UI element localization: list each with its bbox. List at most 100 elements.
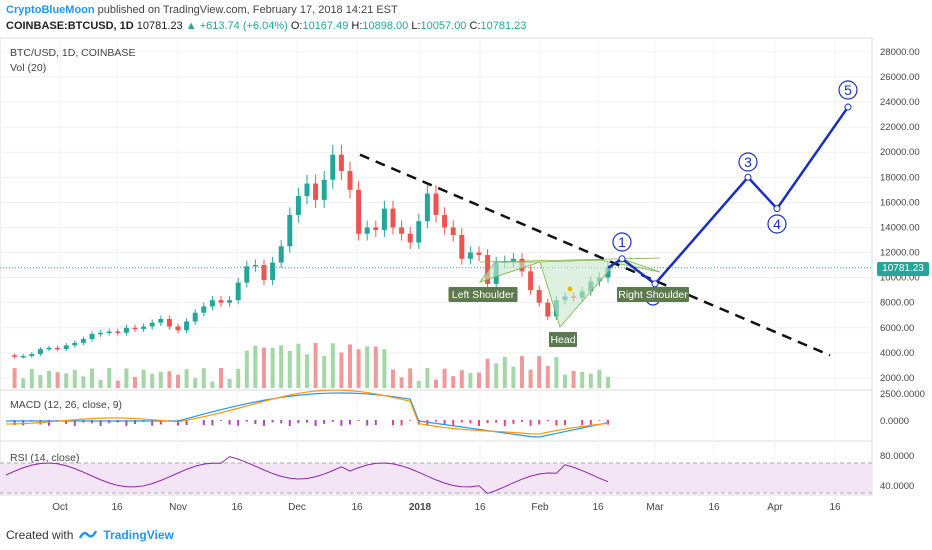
- macd-histogram-bar: [589, 420, 592, 426]
- volume-bar: [29, 369, 34, 388]
- candle-body: [278, 246, 284, 263]
- candle-body: [201, 306, 207, 313]
- price-tick-label: 28000.00: [880, 47, 920, 58]
- projection-node: [844, 103, 852, 111]
- macd-histogram-bar: [469, 420, 472, 424]
- macd-histogram-bar: [306, 420, 308, 423]
- macd-histogram-bar: [185, 420, 188, 426]
- volume-bar: [442, 368, 447, 388]
- macd-histogram-bar: [374, 420, 377, 425]
- candle-body: [55, 347, 61, 350]
- last-price-tag: 10781.23: [877, 262, 929, 276]
- wave-label: 5: [844, 82, 852, 98]
- volume-label: Vol (20): [10, 62, 47, 74]
- wave-label-circle: [738, 152, 758, 172]
- candle-body: [227, 300, 233, 303]
- macd-tick-label: 2500.0000: [880, 389, 925, 400]
- time-tick-label: 16: [111, 502, 123, 513]
- candle-body: [467, 252, 473, 259]
- volume-bar: [313, 343, 318, 388]
- volume-bar: [12, 368, 17, 388]
- candle-body: [399, 227, 405, 234]
- pattern-label-bg: [617, 287, 689, 302]
- macd-histogram-bar: [91, 420, 93, 424]
- volume-bar: [365, 346, 370, 388]
- volume-bar: [21, 378, 26, 388]
- candle-body: [218, 300, 224, 303]
- candle-body: [476, 252, 482, 256]
- candle-body: [149, 322, 155, 327]
- macd-histogram-bar: [323, 420, 326, 424]
- macd-histogram-bar: [495, 420, 498, 423]
- macd-histogram-bar: [22, 420, 25, 426]
- author-link[interactable]: CryptoBlueMoon: [6, 4, 95, 16]
- candle-body: [80, 339, 86, 343]
- wave-label: 4: [773, 216, 781, 232]
- price-tick-label: 4000.00: [880, 348, 914, 359]
- symbol-label: COINBASE:BTCUSD, 1D: [6, 20, 134, 32]
- macd-histogram-bar: [521, 420, 523, 422]
- macd-histogram-bar: [366, 420, 369, 426]
- high-value: 10898.00: [362, 20, 409, 32]
- rsi-tick-label: 80.0000: [880, 451, 914, 462]
- candle-body: [184, 321, 190, 331]
- macd-histogram-bar: [177, 420, 179, 426]
- volume-bar: [588, 373, 593, 388]
- volume-bar: [55, 372, 60, 388]
- macd-histogram-bar: [512, 420, 515, 424]
- volume-bar: [356, 349, 361, 388]
- candle-body: [270, 262, 276, 281]
- macd-histogram-bar: [435, 420, 437, 422]
- time-tick-label: 16: [829, 502, 841, 513]
- volume-bar: [468, 373, 473, 388]
- last-price: 10781.23: [136, 20, 183, 32]
- volume-bar: [47, 370, 51, 388]
- macd-histogram-bar: [598, 420, 601, 421]
- volume-bar: [210, 381, 215, 388]
- pattern-label-bg: [549, 332, 577, 347]
- price-tick-label: 16000.00: [880, 197, 920, 208]
- macd-histogram-bar: [245, 420, 248, 422]
- candle-body: [141, 326, 147, 330]
- volume-bar: [373, 346, 378, 388]
- candle-body: [321, 179, 327, 200]
- time-tick-label: 16: [592, 502, 604, 513]
- volume-bar: [330, 343, 335, 388]
- tradingview-brand[interactable]: TradingView: [103, 528, 174, 542]
- candle-body: [381, 208, 387, 230]
- volume-bar: [262, 347, 266, 388]
- resistance-trendline: [359, 153, 831, 357]
- candle-body: [29, 354, 35, 356]
- volume-bar: [305, 354, 309, 388]
- volume-bar: [520, 356, 524, 388]
- candle-body: [295, 196, 301, 215]
- candle-body: [252, 265, 258, 267]
- price-tick-label: 22000.00: [880, 122, 920, 133]
- time-tick-label: 16: [474, 502, 486, 513]
- volume-bar: [38, 375, 43, 388]
- volume-bar: [425, 368, 430, 388]
- change-label: ▲ +613.74 (+6.04%): [185, 20, 288, 32]
- volume-bar: [124, 368, 129, 388]
- candle-body: [12, 355, 18, 357]
- footer: Created with TradingView: [6, 528, 174, 542]
- candle-body: [46, 347, 52, 350]
- volume-bar: [244, 350, 249, 388]
- macd-label: MACD (12, 26, close, 9): [10, 399, 123, 411]
- price-tick-label: 6000.00: [880, 323, 914, 334]
- candle-body: [20, 355, 26, 358]
- volume-bar: [511, 366, 516, 388]
- rsi-line: [5, 456, 609, 495]
- volume-bar: [399, 377, 404, 388]
- time-tick-label: Oct: [52, 502, 68, 513]
- volume-bar: [348, 344, 352, 388]
- volume-bar: [141, 369, 146, 388]
- macd-histogram-bar: [65, 420, 68, 424]
- candle-body: [416, 221, 422, 243]
- candle-body: [545, 302, 551, 317]
- macd-histogram-bar: [220, 420, 222, 421]
- macd-histogram-bar: [48, 420, 50, 426]
- volume-bar: [150, 373, 155, 388]
- volume-bar: [287, 350, 292, 388]
